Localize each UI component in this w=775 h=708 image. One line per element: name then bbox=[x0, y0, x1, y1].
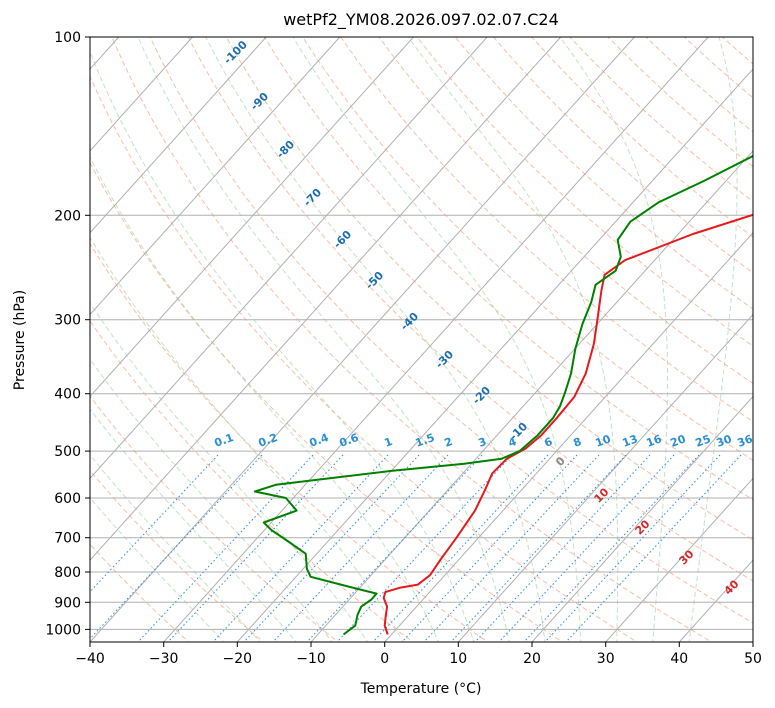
mixing-ratio-lines bbox=[90, 454, 742, 642]
mixing-ratio-line bbox=[401, 454, 578, 642]
mixing-ratio-line bbox=[474, 454, 651, 642]
mixing-ratio-line bbox=[523, 454, 700, 642]
isotherm-line bbox=[163, 37, 709, 642]
isotherm-line bbox=[310, 150, 753, 642]
y-tick-label: 300 bbox=[54, 313, 81, 329]
y-tick-label: 500 bbox=[54, 444, 81, 460]
mixing-ratio-line bbox=[450, 454, 627, 642]
isotherm-line bbox=[605, 477, 753, 642]
y-tick-label: 1000 bbox=[45, 622, 81, 638]
y-tick-label: 700 bbox=[54, 531, 81, 547]
mixing-ratio-label: 25 bbox=[694, 432, 713, 449]
mixing-ratio-label: 36 bbox=[736, 432, 755, 450]
x-tick-label: −10 bbox=[296, 651, 326, 667]
mixing-ratio-label: 4 bbox=[507, 435, 519, 450]
mixing-ratio-line bbox=[423, 454, 600, 642]
mixing-ratio-line bbox=[544, 454, 721, 642]
mixing-ratio-labels: 0.1 0.2 0.4 0.6 1 1.5 2 3 4 6 8 10 13 16 20 25 30 36 bbox=[213, 431, 755, 450]
isotherm-line bbox=[531, 395, 753, 642]
isotherm-line bbox=[90, 37, 414, 398]
profile-series bbox=[253, 154, 753, 636]
x-axis-ticks: −40 −30 −20 −10 0 10 20 30 40 50 bbox=[75, 642, 762, 667]
mixing-ratio-line bbox=[306, 454, 483, 642]
mixing-ratio-label: 16 bbox=[645, 432, 664, 450]
y-tick-label: 100 bbox=[54, 30, 81, 46]
y-tick-label: 600 bbox=[54, 491, 81, 507]
mixing-ratio-line bbox=[336, 454, 513, 642]
isotherm-line bbox=[90, 37, 488, 480]
isotherm-line bbox=[236, 68, 753, 642]
dry-adiabat bbox=[378, 37, 753, 385]
dry-adiabat bbox=[264, 37, 753, 501]
mixing-ratio-label: 30 bbox=[715, 432, 734, 450]
mixing-ratio-line bbox=[167, 454, 344, 642]
isotherm-line bbox=[90, 37, 635, 642]
mixing-ratio-label: 8 bbox=[572, 435, 584, 450]
dry-adiabat bbox=[416, 37, 753, 347]
isotherm-line bbox=[90, 37, 193, 152]
x-tick-label: 20 bbox=[523, 651, 541, 667]
dry-adiabat bbox=[90, 320, 414, 642]
y-tick-label: 400 bbox=[54, 387, 81, 403]
x-tick-label: −30 bbox=[149, 651, 179, 667]
dry-adiabat bbox=[90, 75, 638, 642]
mixing-ratio-label: 0.2 bbox=[257, 431, 280, 450]
mixing-ratio-label: 6 bbox=[543, 435, 555, 450]
isotherm-line bbox=[90, 37, 562, 561]
x-tick-label: 0 bbox=[380, 651, 389, 667]
mixing-ratio-label: 1.5 bbox=[414, 431, 437, 450]
isotherm-line bbox=[457, 313, 753, 642]
mixing-ratio-label: 13 bbox=[621, 432, 640, 449]
isotherm-line bbox=[384, 232, 753, 642]
isotherm-line bbox=[90, 37, 267, 234]
mixing-ratio-line bbox=[565, 454, 742, 642]
mixing-ratio-line bbox=[272, 454, 449, 642]
y-tick-label: 200 bbox=[54, 208, 81, 224]
mixing-ratio-line bbox=[212, 454, 389, 642]
y-axis-label: Pressure (hPa) bbox=[12, 290, 28, 390]
mixing-ratio-line bbox=[372, 454, 549, 642]
mixing-ratio-line bbox=[137, 454, 314, 642]
isotherm-line bbox=[90, 37, 341, 316]
mixing-ratio-label: 3 bbox=[477, 435, 489, 450]
x-tick-label: −20 bbox=[223, 651, 253, 667]
mixing-ratio-line bbox=[90, 454, 219, 593]
dewpoint-line bbox=[253, 154, 753, 636]
grid-lines bbox=[90, 37, 753, 642]
temperature-line bbox=[382, 213, 753, 635]
y-tick-label: 900 bbox=[54, 595, 81, 611]
mixing-ratio-label: 20 bbox=[669, 432, 688, 450]
x-tick-label: 50 bbox=[744, 651, 762, 667]
dry-adiabat bbox=[302, 37, 753, 461]
mixing-ratio-line bbox=[90, 454, 263, 640]
y-tick-label: 800 bbox=[54, 565, 81, 581]
mixing-ratio-label: 1 bbox=[383, 435, 395, 450]
mixing-ratio-line bbox=[243, 454, 420, 642]
mixing-ratio-label: 0.1 bbox=[213, 431, 236, 450]
plot-frame bbox=[89, 36, 754, 643]
dry-adiabat bbox=[187, 37, 753, 582]
mixing-ratio-line bbox=[498, 454, 675, 642]
mixing-ratio-label: 0.4 bbox=[308, 431, 331, 450]
chart-title: wetPf2_YM08.2026.097.02.07.C24 bbox=[283, 10, 559, 30]
x-tick-label: 40 bbox=[670, 651, 688, 667]
mixing-ratio-label: 10 bbox=[594, 432, 613, 450]
x-tick-label: −40 bbox=[75, 651, 105, 667]
x-tick-label: 30 bbox=[597, 651, 615, 667]
mixing-ratio-label: 0.6 bbox=[338, 431, 361, 450]
x-tick-label: 10 bbox=[449, 651, 467, 667]
x-axis-label: Temperature (°C) bbox=[360, 681, 482, 697]
mixing-ratio-label: 2 bbox=[443, 435, 455, 450]
y-axis-ticks: 1000 900 800 700 600 500 400 300 200 100 bbox=[45, 30, 90, 638]
moist-adiabat bbox=[90, 156, 440, 642]
